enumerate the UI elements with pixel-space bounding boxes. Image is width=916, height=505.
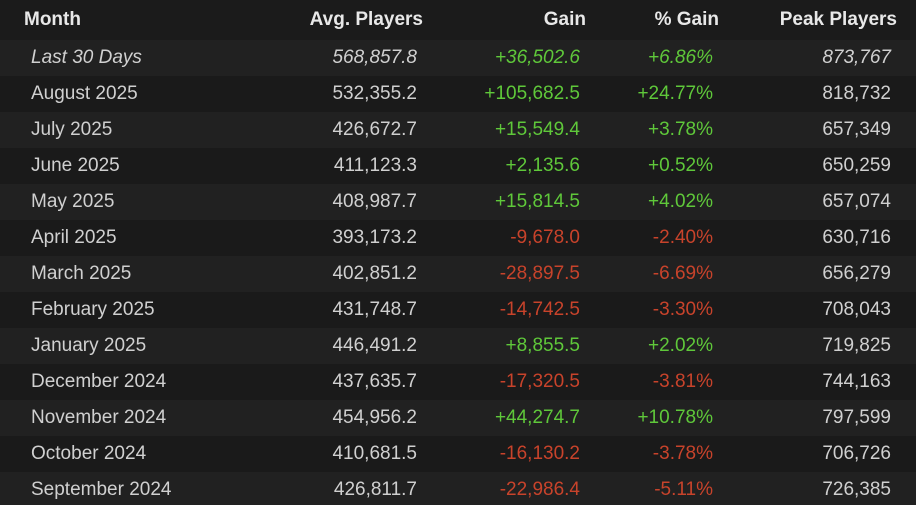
table-header: Month Avg. Players Gain % Gain Peak Play… bbox=[0, 0, 916, 40]
pct-gain-cell: -6.69% bbox=[652, 263, 713, 284]
gain-cell: -16,130.2 bbox=[499, 443, 580, 464]
pct-gain-cell: -3.30% bbox=[652, 299, 713, 320]
pct-gain-cell: +2.02% bbox=[648, 335, 713, 356]
month-cell: June 2025 bbox=[31, 155, 120, 176]
gain-cell: -22,986.4 bbox=[499, 479, 580, 500]
peak-players-cell: 797,599 bbox=[822, 407, 891, 428]
avg-players-cell: 437,635.7 bbox=[332, 371, 417, 392]
table-body: Last 30 Days 568,857.8 +36,502.6 +6.86% 873,… bbox=[0, 40, 916, 505]
table-row: October 2024 410,681.5 -16,130.2 -3.78% 706,… bbox=[0, 436, 916, 472]
avg-players-cell: 446,491.2 bbox=[332, 335, 417, 356]
table-row: June 2025 411,123.3 +2,135.6 +0.52% 650,259 bbox=[0, 148, 916, 184]
column-header-peak-players[interactable]: Peak Players bbox=[779, 9, 897, 30]
table-row: September 2024 426,811.7 -22,986.4 -5.11% 72… bbox=[0, 472, 916, 505]
gain-cell: +8,855.5 bbox=[505, 335, 581, 356]
month-cell: Last 30 Days bbox=[31, 47, 142, 68]
table-row: December 2024 437,635.7 -17,320.5 -3.81% 744… bbox=[0, 364, 916, 400]
peak-players-cell: 650,259 bbox=[822, 155, 891, 176]
table-row: August 2025 532,355.2 +105,682.5 +24.77% 818… bbox=[0, 76, 916, 112]
month-cell: January 2025 bbox=[31, 335, 147, 356]
column-header-month[interactable]: Month bbox=[24, 9, 81, 30]
pct-gain-cell: +4.02% bbox=[648, 191, 713, 212]
column-header-pct-gain[interactable]: % Gain bbox=[654, 9, 719, 30]
table-row: Last 30 Days 568,857.8 +36,502.6 +6.86% 873,… bbox=[0, 40, 916, 76]
avg-players-cell: 410,681.5 bbox=[332, 443, 417, 464]
pct-gain-cell: +10.78% bbox=[637, 407, 713, 428]
gain-cell: +36,502.6 bbox=[494, 47, 580, 68]
pct-gain-cell: +24.77% bbox=[637, 83, 713, 104]
peak-players-cell: 708,043 bbox=[822, 299, 891, 320]
avg-players-cell: 532,355.2 bbox=[332, 83, 417, 104]
table-row: May 2025 408,987.7 +15,814.5 +4.02% 657,074 bbox=[0, 184, 916, 220]
month-cell: March 2025 bbox=[31, 263, 132, 284]
gain-cell: -14,742.5 bbox=[499, 299, 580, 320]
month-cell: April 2025 bbox=[31, 227, 117, 248]
month-cell: December 2024 bbox=[31, 371, 167, 392]
avg-players-cell: 411,123.3 bbox=[333, 155, 417, 176]
gain-cell: -28,897.5 bbox=[499, 263, 580, 284]
pct-gain-cell: -3.78% bbox=[652, 443, 713, 464]
column-header-avg-players[interactable]: Avg. Players bbox=[309, 9, 423, 30]
gain-cell: -17,320.5 bbox=[499, 371, 580, 392]
table-row: November 2024 454,956.2 +44,274.7 +10.78% 79… bbox=[0, 400, 916, 436]
avg-players-cell: 426,672.7 bbox=[332, 119, 417, 140]
pct-gain-cell: +6.86% bbox=[648, 47, 713, 68]
avg-players-cell: 431,748.7 bbox=[332, 299, 417, 320]
month-cell: September 2024 bbox=[31, 479, 172, 500]
pct-gain-cell: -3.81% bbox=[652, 371, 713, 392]
peak-players-cell: 706,726 bbox=[822, 443, 891, 464]
avg-players-cell: 402,851.2 bbox=[332, 263, 417, 284]
table-row: January 2025 446,491.2 +8,855.5 +2.02% 719,8… bbox=[0, 328, 916, 364]
avg-players-cell: 454,956.2 bbox=[332, 407, 417, 428]
avg-players-cell: 426,811.7 bbox=[333, 479, 417, 500]
gain-cell: +44,274.7 bbox=[494, 407, 580, 428]
table-row: March 2025 402,851.2 -28,897.5 -6.69% 656,27… bbox=[0, 256, 916, 292]
gain-cell: +15,814.5 bbox=[494, 191, 580, 212]
month-cell: February 2025 bbox=[31, 299, 155, 320]
peak-players-cell: 657,074 bbox=[822, 191, 891, 212]
avg-players-cell: 568,857.8 bbox=[332, 47, 417, 68]
pct-gain-cell: -5.11% bbox=[654, 479, 713, 500]
peak-players-cell: 873,767 bbox=[822, 47, 891, 68]
pct-gain-cell: -2.40% bbox=[652, 227, 713, 248]
avg-players-cell: 393,173.2 bbox=[332, 227, 417, 248]
avg-players-cell: 408,987.7 bbox=[332, 191, 417, 212]
column-header-gain[interactable]: Gain bbox=[543, 9, 586, 30]
month-cell: November 2024 bbox=[31, 407, 167, 428]
month-cell: August 2025 bbox=[31, 83, 138, 104]
peak-players-cell: 719,825 bbox=[822, 335, 891, 356]
peak-players-cell: 818,732 bbox=[822, 83, 891, 104]
gain-cell: +2,135.6 bbox=[505, 155, 581, 176]
pct-gain-cell: +3.78% bbox=[648, 119, 713, 140]
peak-players-cell: 726,385 bbox=[822, 479, 891, 500]
month-cell: May 2025 bbox=[31, 191, 115, 212]
table-row: April 2025 393,173.2 -9,678.0 -2.40% 630,716 bbox=[0, 220, 916, 256]
month-cell: October 2024 bbox=[31, 443, 147, 464]
pct-gain-cell: +0.52% bbox=[648, 155, 713, 176]
gain-cell: +105,682.5 bbox=[484, 83, 580, 104]
peak-players-cell: 656,279 bbox=[822, 263, 891, 284]
month-cell: July 2025 bbox=[31, 119, 113, 140]
peak-players-cell: 657,349 bbox=[822, 119, 891, 140]
table-row: February 2025 431,748.7 -14,742.5 -3.30% 708… bbox=[0, 292, 916, 328]
gain-cell: +15,549.4 bbox=[494, 119, 580, 140]
gain-cell: -9,678.0 bbox=[510, 227, 580, 248]
peak-players-cell: 630,716 bbox=[822, 227, 891, 248]
peak-players-cell: 744,163 bbox=[822, 371, 891, 392]
table-row: July 2025 426,672.7 +15,549.4 +3.78% 657,349 bbox=[0, 112, 916, 148]
